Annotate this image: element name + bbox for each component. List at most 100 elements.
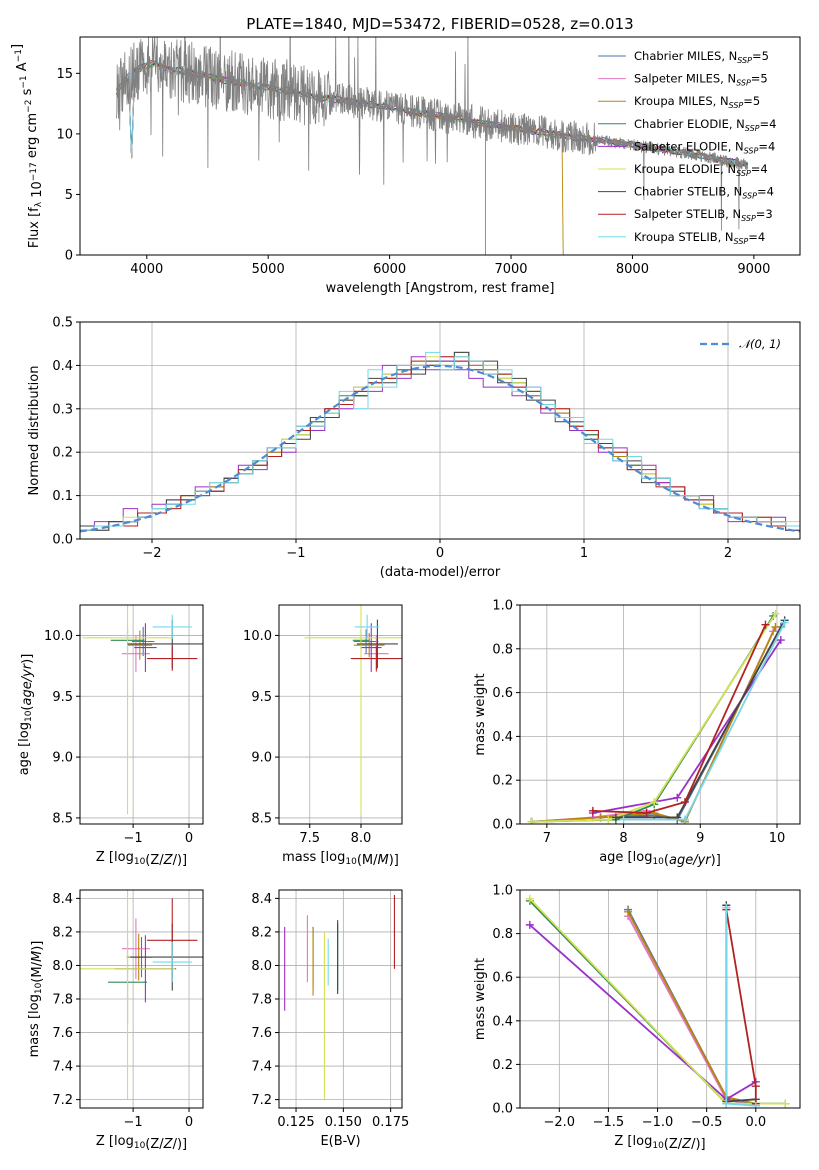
weight-marker (761, 620, 770, 629)
mass-vs-z-ytick-label: 8.0 (52, 959, 73, 974)
weight-marker (588, 806, 597, 815)
massweight-vs-age-ylabel: mass weight (473, 673, 488, 755)
weight-line (531, 613, 777, 823)
age-vs-mass-ytick-label: 9.5 (251, 690, 272, 705)
age-vs-z-ytick-label: 8.5 (52, 811, 73, 826)
mass-vs-ebv-ytick-label: 8.2 (251, 925, 272, 940)
legend-label: Salpeter STELIB, NSSP=3 (634, 207, 773, 223)
age-vs-z-plot-area (82, 605, 203, 815)
legend-label: Chabrier MILES, NSSP=5 (634, 49, 769, 65)
weight-series (527, 622, 785, 824)
legend-label: Chabrier ELODIE, NSSP=4 (634, 117, 776, 133)
errorbar-point (353, 629, 379, 654)
massweight-vs-z-frame (519, 889, 801, 1109)
mass-vs-z-xtick-label: 0 (185, 1115, 193, 1130)
age-vs-z-ytick-label: 10.0 (44, 629, 73, 644)
weight-marker (771, 609, 780, 618)
errorbar-point (350, 646, 402, 671)
spectrum-plot-area (115, 37, 749, 255)
histogram-step (80, 351, 800, 539)
weight-marker (722, 1099, 731, 1108)
massweight-vs-z-ytick-label: 0.8 (492, 927, 513, 942)
weight-series (525, 920, 760, 1104)
residuals-legend: 𝒩(0, 1) (700, 337, 781, 351)
residuals-ytick-label: 0.5 (52, 316, 73, 331)
mass-vs-ebv-ytick-label: 7.2 (251, 1093, 272, 1108)
mass-vs-ebv-xtick-label: 0.175 (372, 1115, 409, 1130)
age-vs-mass-xtick-label: 8.0 (351, 831, 372, 846)
spectrum-ytick-label: 5 (65, 188, 73, 203)
errorbar-point (152, 614, 192, 640)
massweight-vs-age-panel: 7 8 9 10 0.0 0.2 0.4 0.6 0.8 1.0 age [log10(age/yr… (473, 599, 801, 868)
age-vs-mass-ytick-label: 9.0 (251, 751, 272, 766)
weight-line (531, 626, 777, 823)
age-vs-z-frame (79, 604, 204, 825)
weight-line (627, 909, 757, 1107)
chart-title: PLATE=1840, MJD=53472, FIBERID=0528, z=0… (246, 15, 633, 33)
legend-label: 𝒩(0, 1) (739, 337, 781, 351)
age-vs-mass-xlabel: mass [log10(M/M)] (282, 850, 399, 868)
massweight-vs-age-ytick-label: 0.2 (492, 774, 513, 789)
spectrum-xlabel: wavelength [Angstrom, rest frame] (326, 281, 555, 296)
spectrum-ylabel: Flux [fλ 10−17 erg cm−2 s−1 A−1] (10, 44, 45, 248)
errorbar-point (353, 632, 385, 658)
mass-vs-ebv-xlabel: E(B-V) (320, 1134, 360, 1149)
massweight-vs-age-ytick-label: 0.6 (492, 686, 513, 701)
residuals-xlabel: (data-model)/error (380, 565, 501, 580)
gaussian-curve (80, 364, 800, 533)
age-vs-z-panel: −1 0 8.5 9.0 9.5 10.0 Z [log10(Z/Z/)] age [log1… (17, 604, 204, 868)
errorbar-point (147, 646, 198, 671)
spectrum-ytick-label: 10 (56, 127, 73, 142)
weight-series (588, 620, 770, 818)
weight-marker (527, 817, 536, 824)
residuals-xtick-label: −2 (142, 546, 161, 561)
weight-marker (722, 903, 731, 912)
mass-vs-z-frame (79, 889, 204, 1109)
massweight-vs-z-xtick-label: −0.5 (691, 1115, 723, 1130)
weight-series (624, 907, 760, 1108)
weight-marker (619, 815, 628, 824)
massweight-vs-z-ytick-label: 0.6 (492, 971, 513, 986)
legend-label: Salpeter MILES, NSSP=5 (634, 72, 768, 88)
massweight-vs-age-frame (519, 604, 801, 825)
weight-series (722, 905, 760, 1108)
massweight-vs-z-xtick-label: −1.0 (642, 1115, 674, 1130)
residuals-ytick-label: 0.4 (52, 359, 73, 374)
errorbar-point (82, 605, 173, 815)
weight-marker (776, 636, 785, 645)
age-vs-mass-xtick-label: 7.5 (299, 831, 320, 846)
weight-line (531, 615, 774, 823)
weight-marker (680, 798, 689, 807)
mass-vs-z-ytick-label: 8.4 (52, 892, 73, 907)
mass-vs-z-ytick-label: 7.4 (52, 1060, 73, 1075)
spectrum-xtick-label: 9000 (737, 262, 770, 277)
spectrum-panel: 4000 5000 6000 7000 8000 9000 0 5 10 15 wavelength… (10, 36, 801, 296)
spectrum-frame (79, 36, 801, 256)
massweight-vs-z-xlabel: Z [log10(Z/Z/)] (614, 1134, 705, 1152)
errorbar-point (127, 630, 153, 660)
massweight-vs-z-xtick-label: −2.0 (544, 1115, 576, 1130)
residuals-ytick-label: 0.3 (52, 402, 73, 417)
weight-marker (751, 1082, 760, 1091)
errorbar-point (134, 623, 157, 672)
residuals-frame (79, 321, 801, 540)
weight-series (722, 903, 760, 1108)
errorbar-point (356, 619, 398, 669)
errorbar-point (152, 941, 192, 983)
weight-marker (780, 618, 789, 627)
weight-marker (611, 813, 620, 822)
age-vs-z-xtick-label: −1 (124, 831, 143, 846)
massweight-vs-age-xtick-label: 7 (543, 831, 551, 846)
weight-series (527, 609, 780, 824)
residuals-ytick-label: 0.2 (52, 446, 73, 461)
mass-vs-z-ytick-label: 7.6 (52, 1026, 73, 1041)
residuals-xtick-label: 2 (724, 546, 732, 561)
weight-marker (751, 1101, 760, 1108)
spectrum-observed-line (116, 37, 749, 231)
mass-vs-ebv-plot-area (284, 895, 395, 1100)
massweight-vs-age-ytick-label: 0.8 (492, 642, 513, 657)
weight-marker (604, 815, 613, 824)
age-vs-z-xlabel: Z [log10(Z/Z/)] (96, 850, 187, 868)
weight-line (623, 622, 786, 821)
